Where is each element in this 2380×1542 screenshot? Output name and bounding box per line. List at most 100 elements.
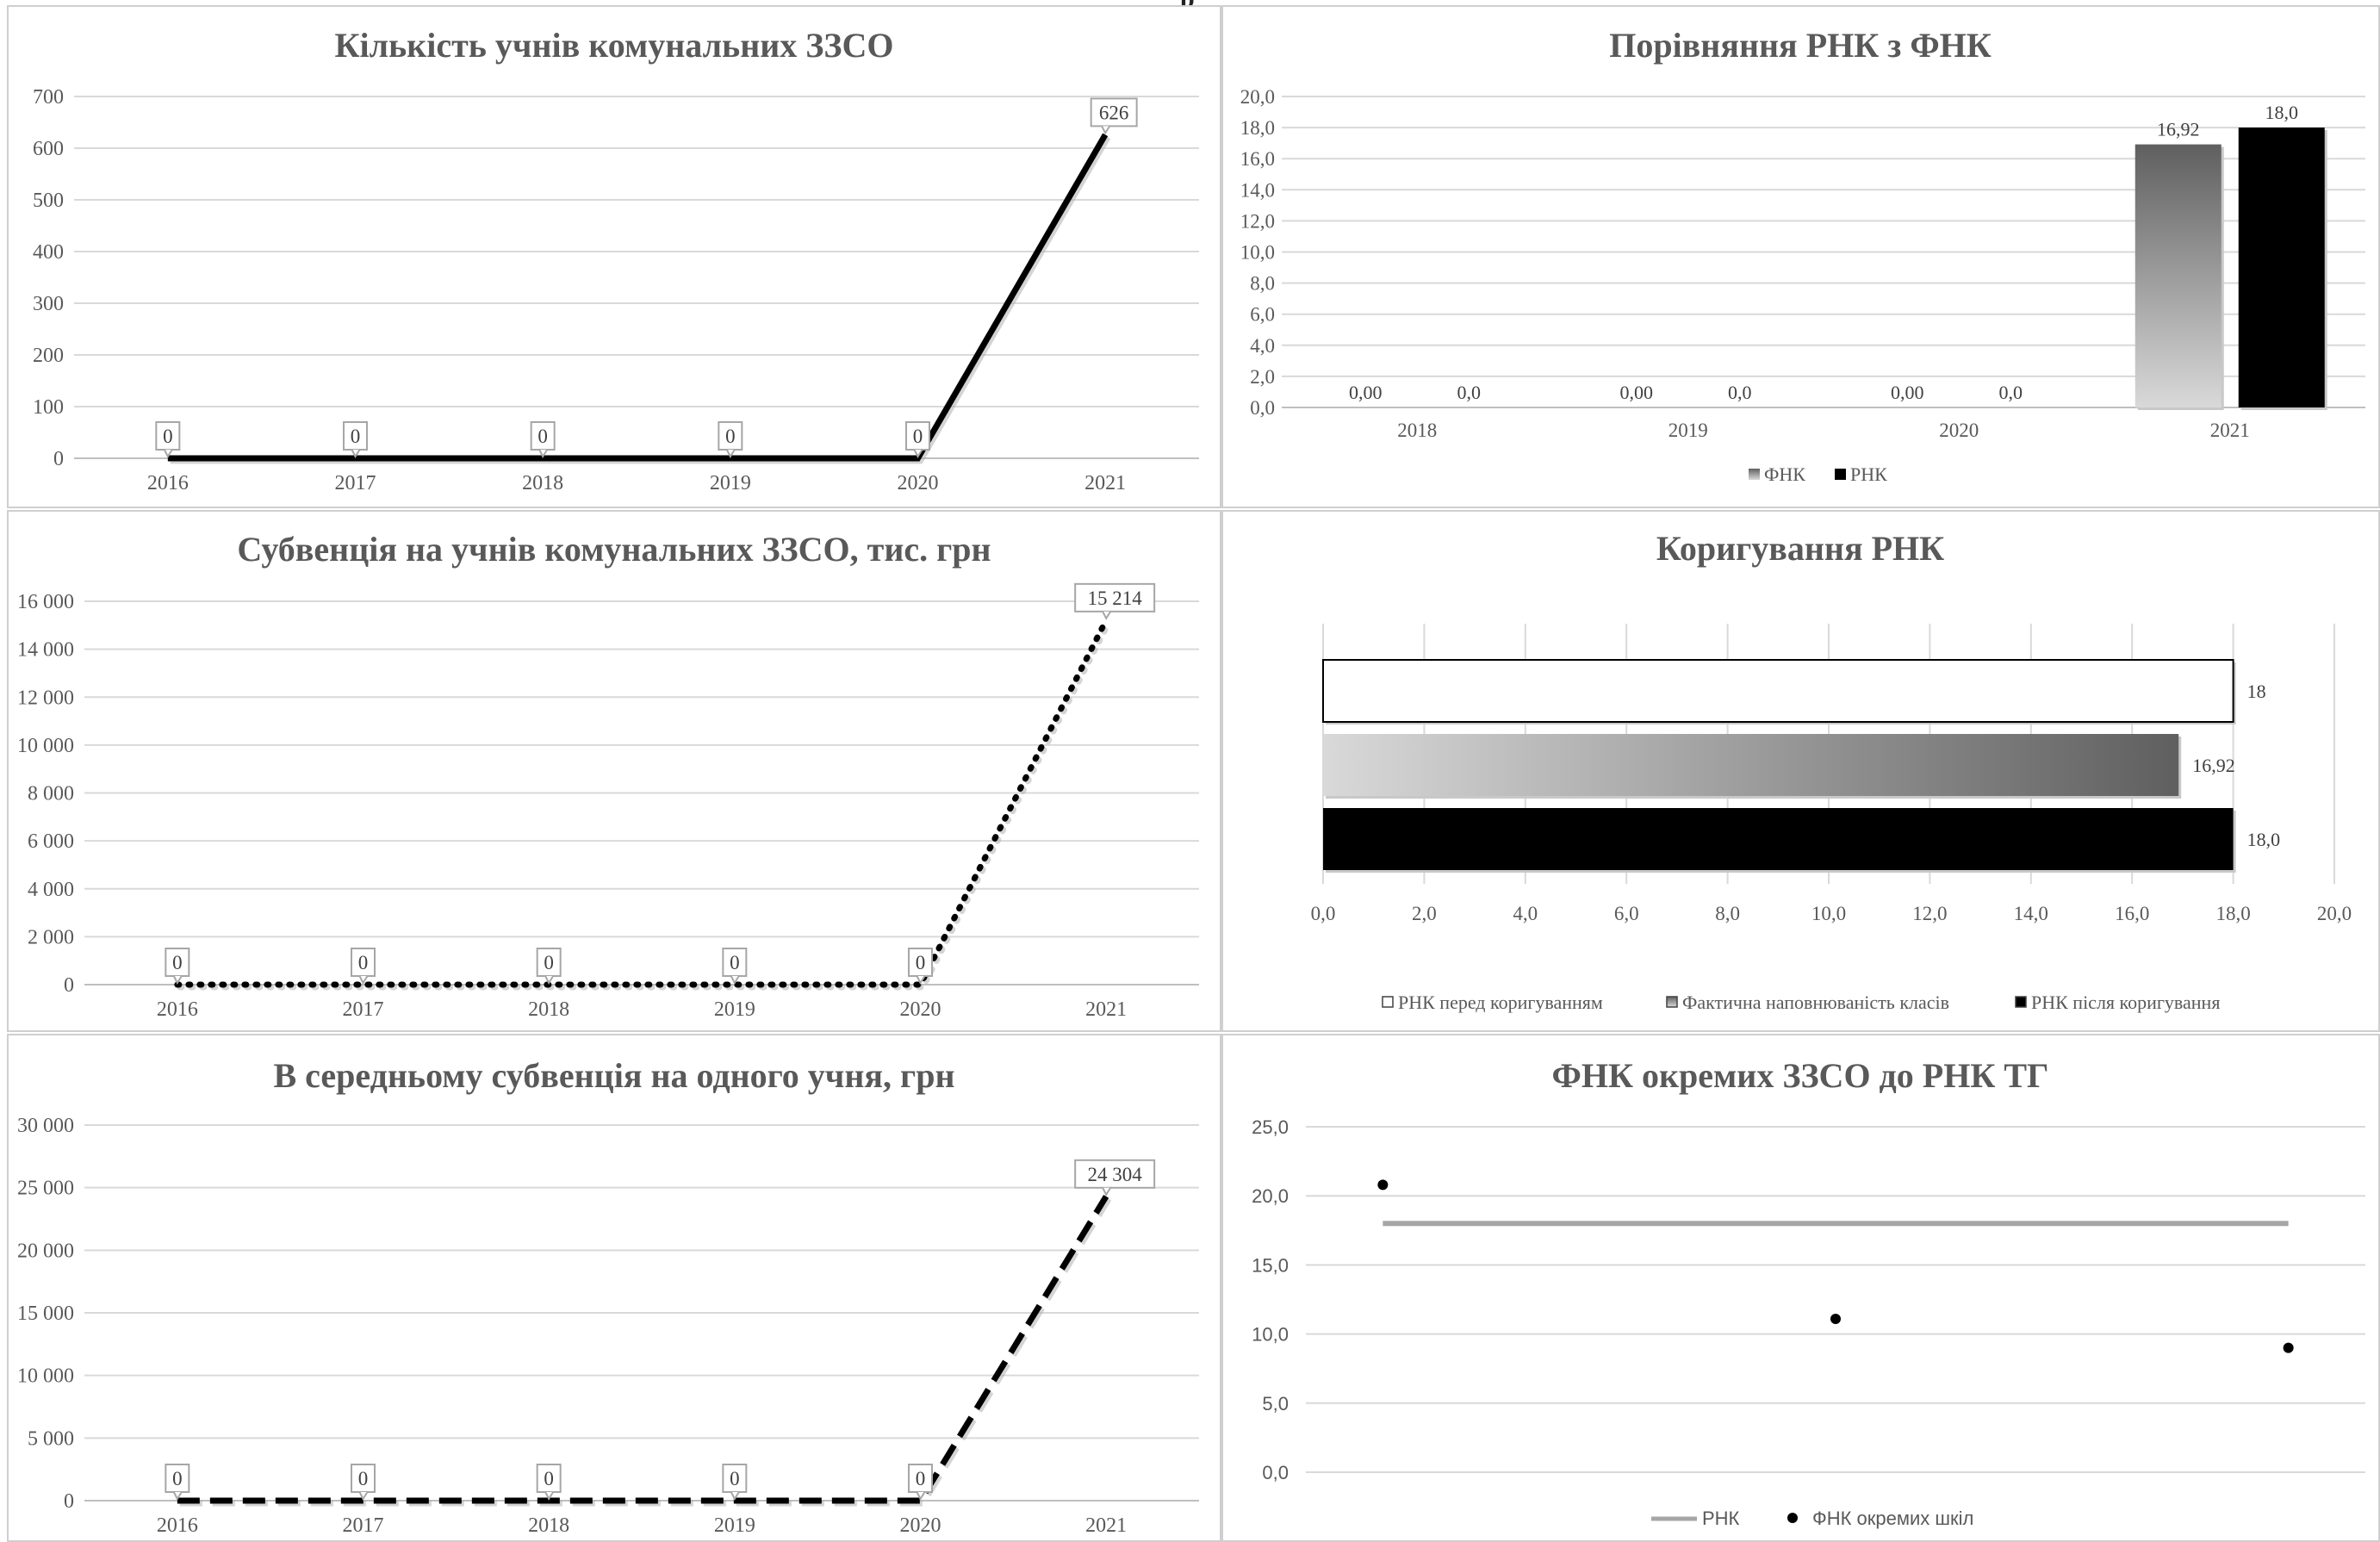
y-tick-label: 8 000 (28, 783, 74, 805)
data-label: 0 (913, 426, 923, 447)
y-tick-label: 2,0 (1250, 366, 1275, 388)
data-label: 0 (544, 952, 554, 973)
bar (1323, 734, 2179, 796)
x-tick-label: 0,0 (1311, 903, 1336, 924)
chart-svg: ФНК окремих ЗЗСО до РНК ТГ 0,0 5,0 10,0 15,0… (1252, 1056, 2365, 1529)
data-label-box (1074, 582, 1156, 612)
y-tick-label: 600 (33, 138, 64, 160)
series-line-shadow (179, 1197, 1112, 1507)
data-label-box (536, 1464, 562, 1493)
y-tick-label: 18,0 (1240, 117, 1275, 139)
x-tick-label: 2018 (522, 472, 563, 494)
chart-title: Кількість учнів комунальних ЗЗСО (334, 26, 893, 65)
data-label-pointer (163, 449, 173, 459)
bar-value-label: 0,0 (1999, 382, 2023, 403)
x-tick-label: 2021 (1085, 1514, 1127, 1537)
legend-label: РНК (1850, 463, 1887, 485)
y-tick-label: 6 000 (28, 830, 74, 853)
legend-swatch (1749, 469, 1760, 480)
data-label-pointer (1101, 125, 1111, 135)
x-tick-label: 16,0 (2115, 903, 2149, 924)
bar-value-label: 16,92 (2157, 119, 2200, 140)
x-tick-label: 2019 (714, 998, 755, 1021)
y-tick-label: 14,0 (1240, 179, 1275, 201)
x-tick-label: 2019 (710, 472, 751, 494)
legend-label: РНК (1702, 1508, 1740, 1529)
x-tick-label: 20,0 (2317, 903, 2352, 924)
data-label: 0 (916, 952, 926, 973)
bar (2238, 127, 2325, 407)
y-tick-label: 4,0 (1250, 335, 1275, 357)
legend-label: ФНК окремих шкіл (1812, 1508, 1973, 1529)
scatter-point (1377, 1179, 1389, 1191)
y-tick-label: 10,0 (1240, 242, 1275, 264)
chart-svg: Коригування РНК 0,0 2,0 4,0 6,0 8,0 10,0 12,0 14… (1311, 529, 2352, 1013)
data-label: 0 (730, 1468, 740, 1489)
y-tick-label: 300 (33, 293, 64, 315)
data-label-pointer (913, 449, 923, 459)
data-label: 0 (163, 426, 173, 447)
series-line (174, 617, 1109, 988)
bar (1323, 808, 2234, 870)
y-tick-label: 20,0 (1252, 1185, 1289, 1207)
data-label: 0 (172, 1468, 183, 1489)
y-tick-label: 12 000 (17, 687, 74, 709)
data-label: 24 304 (1088, 1164, 1143, 1185)
y-tick-label: 10 000 (17, 1365, 74, 1388)
x-tick-label: 2017 (343, 998, 384, 1021)
legend-swatch (2015, 996, 2027, 1008)
y-tick-label: 400 (33, 241, 64, 264)
y-tick-label: 20 000 (17, 1240, 74, 1262)
y-tick-label: 30 000 (17, 1115, 74, 1137)
chart-svg: В середньому субвенція на одного учня, г… (17, 1056, 1199, 1537)
data-label: 15 214 (1088, 588, 1143, 609)
data-label-pointer (358, 975, 369, 986)
y-tick-label: 20,0 (1240, 86, 1275, 108)
data-label-pointer (358, 1491, 369, 1502)
data-label-pointer (1102, 1187, 1112, 1197)
x-tick-label: 2019 (714, 1514, 755, 1537)
y-tick-label: 0 (53, 448, 64, 470)
data-label-pointer (172, 1491, 183, 1502)
x-tick-label: 2018 (528, 998, 569, 1021)
bar-value-label: 16,92 (2192, 755, 2235, 776)
data-label: 0 (358, 952, 369, 973)
bar-value-label: 0,00 (1349, 382, 1383, 403)
y-tick-label: 100 (33, 396, 64, 419)
chart-title: Порівняння РНК з ФНК (1609, 26, 1992, 65)
y-tick-label: 4 000 (28, 879, 74, 901)
chart-title: ФНК окремих ЗЗСО до РНК ТГ (1552, 1056, 2049, 1095)
legend-label: РНК після коригування (2031, 992, 2220, 1013)
data-label: 0 (538, 426, 548, 447)
data-label-box (165, 948, 190, 977)
data-label-box (536, 948, 562, 977)
y-tick-label: 5 000 (28, 1427, 74, 1450)
y-tick-label: 10,0 (1252, 1324, 1289, 1346)
data-label: 0 (544, 1468, 554, 1489)
x-tick-label: 2017 (343, 1514, 384, 1537)
series-line-shadow (170, 135, 1111, 464)
y-tick-label: 8,0 (1250, 273, 1275, 295)
chart-title: Субвенція на учнів комунальних ЗЗСО, тис… (237, 530, 991, 569)
y-tick-label: 15 000 (17, 1303, 74, 1325)
data-label-pointer (351, 449, 361, 459)
x-tick-label: 2017 (335, 472, 376, 494)
data-label: 0 (725, 426, 736, 447)
chart-panel-rnk-correction: Коригування РНК 0,0 2,0 4,0 6,0 8,0 10,0 12,0 14… (1221, 510, 2380, 1032)
legend-label: РНК перед коригуванням (1398, 992, 1603, 1013)
y-tick-label: 16,0 (1240, 148, 1275, 170)
x-tick-label: 2016 (147, 472, 189, 494)
data-label-box (351, 948, 376, 977)
data-label-pointer (1102, 611, 1112, 620)
data-label-box (908, 948, 933, 977)
x-tick-label: 2018 (1397, 420, 1437, 441)
x-tick-label: 6,0 (1614, 903, 1639, 924)
bar-value-label: 18,0 (2265, 102, 2299, 123)
y-tick-label: 16 000 (17, 591, 74, 613)
data-label-pointer (916, 1491, 926, 1502)
data-label: 0 (172, 952, 183, 973)
y-tick-label: 0,0 (1262, 1462, 1289, 1483)
bar (2135, 144, 2222, 407)
y-tick-label: 200 (33, 345, 64, 367)
data-label-pointer (725, 449, 736, 459)
